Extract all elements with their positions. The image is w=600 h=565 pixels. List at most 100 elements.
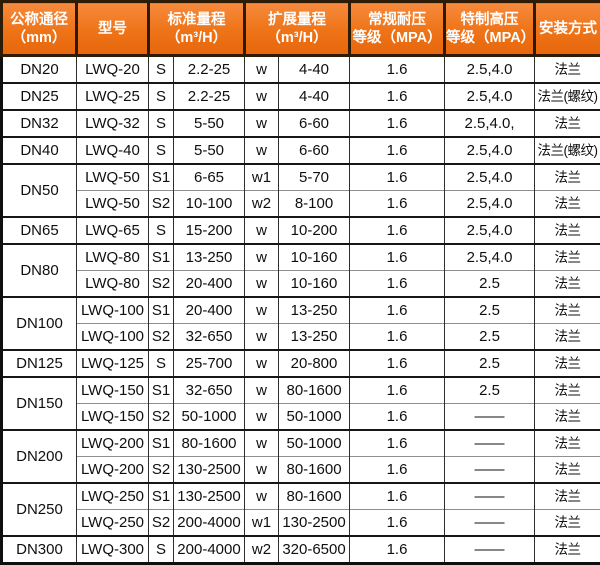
normal-pressure-cell: 1.6 xyxy=(350,510,445,537)
standard-range-cell: 2.2-25 xyxy=(174,83,245,110)
extended-range-cell: 4-40 xyxy=(279,83,350,110)
installation-cell: 法兰(螺纹) xyxy=(535,83,600,110)
extended-range-cell: 80-1600 xyxy=(279,377,350,404)
standard-code-cell: S xyxy=(149,217,174,244)
normal-pressure-cell: 1.6 xyxy=(350,83,445,110)
standard-range-cell: 13-250 xyxy=(174,244,245,271)
standard-code-cell: S xyxy=(149,536,174,564)
standard-code-cell: S2 xyxy=(149,271,174,298)
normal-pressure-cell: 1.6 xyxy=(350,110,445,137)
header-model: 型号 xyxy=(77,2,149,56)
standard-code-cell: S1 xyxy=(149,430,174,457)
extended-range-cell: 80-1600 xyxy=(279,483,350,510)
installation-cell: 法兰 xyxy=(535,404,600,431)
extended-code-cell: w xyxy=(245,297,279,324)
standard-code-cell: S xyxy=(149,110,174,137)
installation-cell: 法兰 xyxy=(535,244,600,271)
installation-cell: 法兰 xyxy=(535,324,600,351)
installation-cell: 法兰 xyxy=(535,217,600,244)
extended-code-cell: w2 xyxy=(245,536,279,564)
nominal-diameter-cell: DN25 xyxy=(2,83,77,110)
normal-pressure-cell: 1.6 xyxy=(350,536,445,564)
model-cell: LWQ-200 xyxy=(77,430,149,457)
standard-code-cell: S xyxy=(149,83,174,110)
nominal-diameter-cell: DN40 xyxy=(2,137,77,164)
installation-cell: 法兰 xyxy=(535,191,600,218)
standard-range-cell: 80-1600 xyxy=(174,430,245,457)
model-cell: LWQ-250 xyxy=(77,483,149,510)
nominal-diameter-cell: DN100 xyxy=(2,297,77,350)
standard-code-cell: S1 xyxy=(149,377,174,404)
nominal-diameter-cell: DN20 xyxy=(2,56,77,84)
extended-range-cell: 10-200 xyxy=(279,217,350,244)
high-pressure-cell: 2.5 xyxy=(445,350,535,377)
installation-cell: 法兰 xyxy=(535,536,600,564)
extended-range-cell: 4-40 xyxy=(279,56,350,84)
standard-range-cell: 32-650 xyxy=(174,324,245,351)
installation-cell: 法兰 xyxy=(535,457,600,484)
high-pressure-cell: 2.5 xyxy=(445,271,535,298)
extended-code-cell: w xyxy=(245,457,279,484)
high-pressure-cell: —— xyxy=(445,404,535,431)
model-cell: LWQ-125 xyxy=(77,350,149,377)
high-pressure-cell: —— xyxy=(445,483,535,510)
nominal-diameter-cell: DN125 xyxy=(2,350,77,377)
standard-code-cell: S1 xyxy=(149,483,174,510)
header-row: 公称通径 （mm）型号标准量程 （m³/H）扩展量程 （m³/H）常规耐压 等级… xyxy=(2,2,600,56)
normal-pressure-cell: 1.6 xyxy=(350,191,445,218)
extended-code-cell: w xyxy=(245,483,279,510)
extended-code-cell: w xyxy=(245,430,279,457)
header-high-pressure: 特制高压 等级（MPA） xyxy=(445,2,535,56)
standard-range-cell: 20-400 xyxy=(174,271,245,298)
high-pressure-cell: 2.5 xyxy=(445,377,535,404)
standard-code-cell: S1 xyxy=(149,244,174,271)
normal-pressure-cell: 1.6 xyxy=(350,377,445,404)
normal-pressure-cell: 1.6 xyxy=(350,483,445,510)
installation-cell: 法兰 xyxy=(535,297,600,324)
extended-range-cell: 10-160 xyxy=(279,244,350,271)
installation-cell: 法兰 xyxy=(535,110,600,137)
extended-range-cell: 13-250 xyxy=(279,324,350,351)
model-cell: LWQ-250 xyxy=(77,510,149,537)
normal-pressure-cell: 1.6 xyxy=(350,56,445,84)
high-pressure-cell: 2.5,4.0 xyxy=(445,217,535,244)
model-cell: LWQ-100 xyxy=(77,297,149,324)
normal-pressure-cell: 1.6 xyxy=(350,297,445,324)
installation-cell: 法兰(螺纹) xyxy=(535,137,600,164)
nominal-diameter-cell: DN65 xyxy=(2,217,77,244)
nominal-diameter-cell: DN80 xyxy=(2,244,77,297)
normal-pressure-cell: 1.6 xyxy=(350,137,445,164)
extended-code-cell: w xyxy=(245,56,279,84)
extended-range-cell: 6-60 xyxy=(279,110,350,137)
standard-code-cell: S xyxy=(149,137,174,164)
standard-range-cell: 5-50 xyxy=(174,137,245,164)
extended-code-cell: w xyxy=(245,110,279,137)
extended-range-cell: 13-250 xyxy=(279,297,350,324)
model-cell: LWQ-300 xyxy=(77,536,149,564)
header-nominal-diameter: 公称通径 （mm） xyxy=(2,2,77,56)
installation-cell: 法兰 xyxy=(535,483,600,510)
model-cell: LWQ-40 xyxy=(77,137,149,164)
high-pressure-cell: —— xyxy=(445,510,535,537)
extended-range-cell: 5-70 xyxy=(279,164,350,191)
standard-range-cell: 15-200 xyxy=(174,217,245,244)
extended-range-cell: 10-160 xyxy=(279,271,350,298)
normal-pressure-cell: 1.6 xyxy=(350,350,445,377)
extended-range-cell: 80-1600 xyxy=(279,457,350,484)
standard-range-cell: 6-65 xyxy=(174,164,245,191)
standard-code-cell: S1 xyxy=(149,297,174,324)
extended-code-cell: w xyxy=(245,83,279,110)
